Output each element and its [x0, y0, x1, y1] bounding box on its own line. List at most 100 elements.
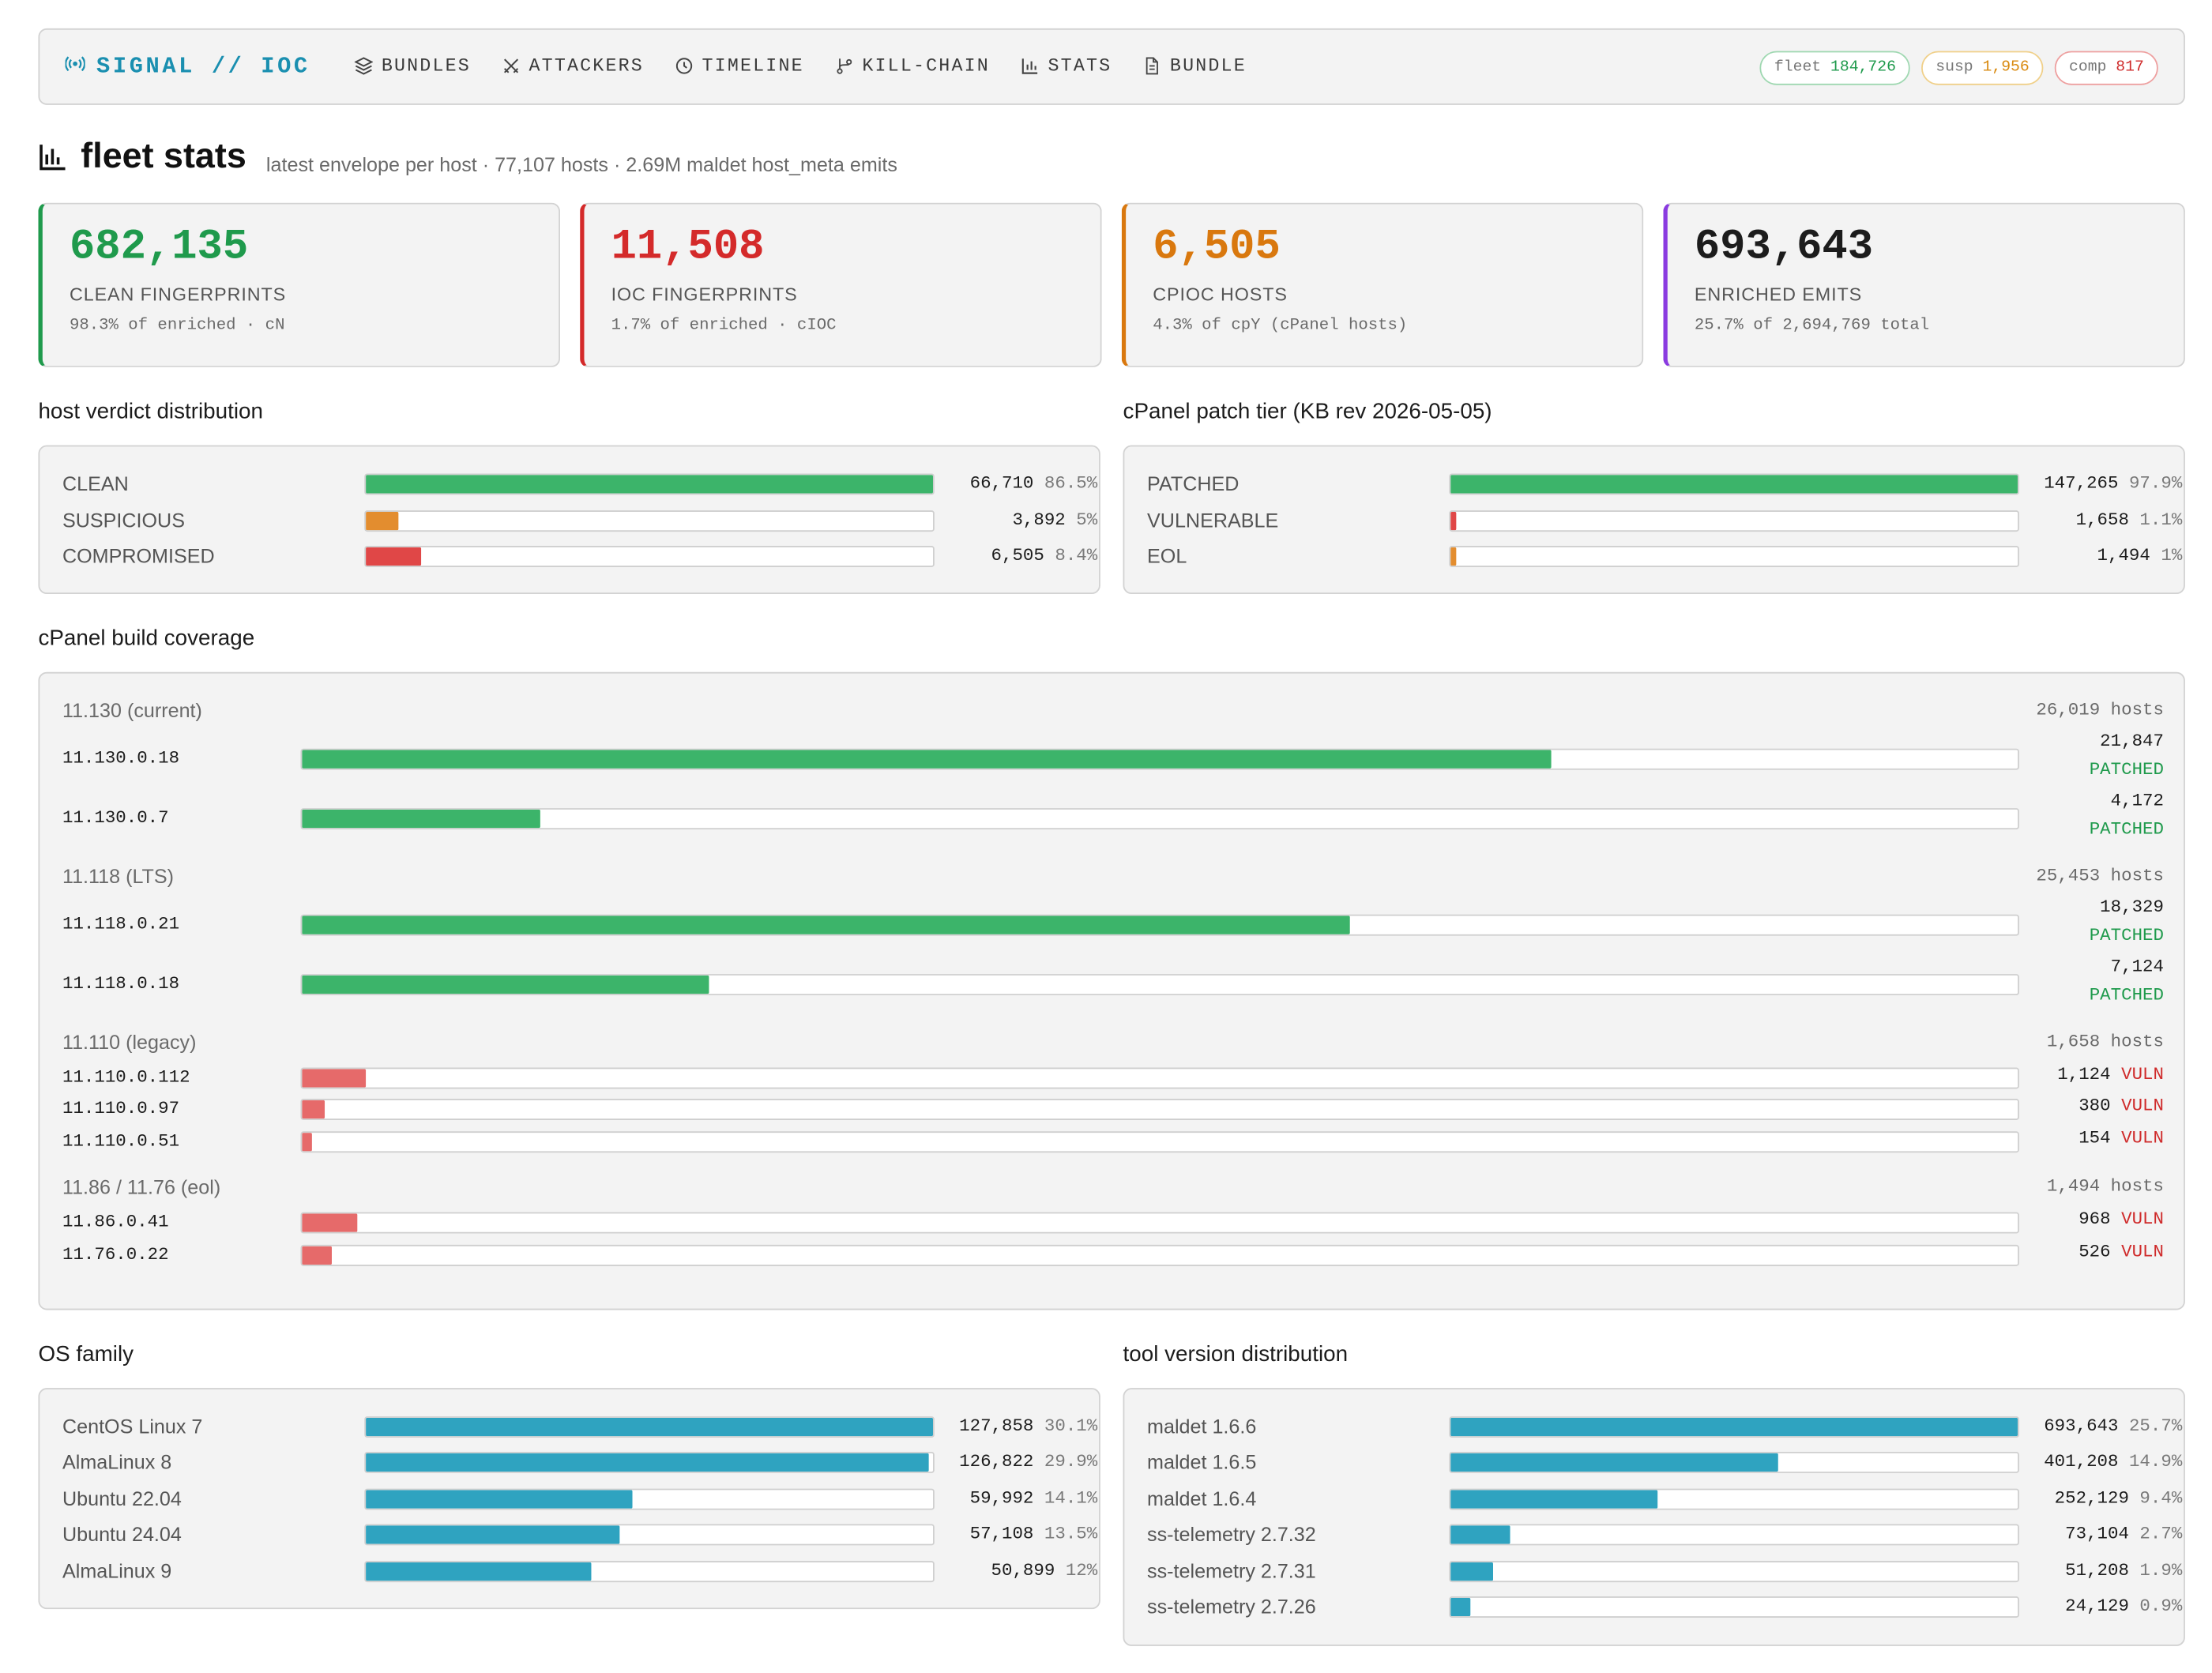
version-status: VULN	[2121, 1064, 2164, 1085]
version-hosts: 1,124	[2057, 1064, 2111, 1085]
bar-fill	[1450, 511, 1458, 531]
row-value: 126,822 29.9%	[959, 1452, 1097, 1472]
bar-fill	[366, 511, 399, 531]
bar-track	[1449, 473, 2019, 495]
susp-pill[interactable]: susp 1,956	[1921, 51, 2044, 85]
tools-panel: maldet 1.6.6 693,643 25.7% maldet 1.6.5 …	[1123, 1388, 2185, 1646]
build-version-row: 11.86.0.41 968 VULN	[62, 1208, 2164, 1236]
row-pct: 29.9%	[1044, 1451, 1098, 1472]
row-pct: 14.1%	[1044, 1488, 1098, 1509]
fleet-pill-value: 184,726	[1830, 59, 1896, 77]
row-pct: 86.5%	[1044, 473, 1098, 494]
kpi-ioc-fingerprints: 11,508 IOC FINGERPRINTS 1.7% of enriched…	[580, 202, 1102, 367]
bar-fill	[366, 475, 934, 494]
bar-track	[300, 1067, 2019, 1089]
version-name: 11.86.0.41	[62, 1212, 169, 1232]
bar-track	[1449, 1561, 2019, 1583]
row-count: 3,892	[1012, 510, 1066, 531]
row-value: 3,892 5%	[1012, 510, 1097, 530]
fleet-pill[interactable]: fleet 184,726	[1759, 51, 1910, 85]
kpi-value: 6,505	[1153, 224, 1281, 273]
row-value: 57,108 13.5%	[970, 1524, 1098, 1543]
verdict-row: CLEAN 66,710 86.5%	[62, 469, 1097, 498]
build-panel: 11.130 (current) 26,019 hosts 11.130.0.1…	[38, 671, 2185, 1310]
version-name: 11.118.0.21	[62, 914, 180, 934]
row-pct: 2.7%	[2139, 1524, 2183, 1544]
nav-bundle[interactable]: BUNDLE	[1143, 55, 1247, 77]
kpi-cpioc-hosts: 6,505 CPIOC HOSTS 4.3% of cpY (cPanel ho…	[1121, 202, 1644, 367]
version-name: 11.110.0.51	[62, 1131, 180, 1152]
bar-track	[300, 1131, 2019, 1153]
fleet-pill-label: fleet	[1774, 59, 1822, 77]
version-name: 11.110.0.97	[62, 1099, 180, 1119]
bar-track	[1449, 1596, 2019, 1618]
row-label: PATCHED	[1147, 472, 1240, 495]
version-name: 11.118.0.18	[62, 974, 180, 994]
build-version-row: 11.130.0.18 21,847 PATCHED	[62, 731, 2164, 780]
nav-stats[interactable]: STATS	[1021, 55, 1112, 77]
nav-attackers[interactable]: ATTACKERS	[502, 55, 644, 77]
comp-pill[interactable]: comp 817	[2055, 51, 2158, 85]
nav-timeline-label: TIMELINE	[702, 55, 804, 77]
build-version-row: 11.130.0.7 4,172 PATCHED	[62, 791, 2164, 840]
row-label: maldet 1.6.5	[1147, 1450, 1257, 1473]
kpi-note: 98.3% of enriched · cN	[69, 316, 285, 335]
row-pct: 30.1%	[1044, 1416, 1098, 1437]
susp-pill-value: 1,956	[1982, 59, 2030, 77]
build-version-row: 11.76.0.22 526 VULN	[62, 1241, 2164, 1269]
version-count: 380 VULN	[2078, 1092, 2164, 1120]
layers-icon	[354, 57, 374, 75]
build-group-name: 11.118 (LTS)	[62, 864, 175, 888]
row-pct: 0.9%	[2139, 1596, 2183, 1617]
brand[interactable]: SIGNAL // IOC	[65, 54, 310, 80]
nav-bundles[interactable]: BUNDLES	[354, 55, 471, 77]
bar-fill	[366, 547, 421, 566]
bar-track	[1449, 1488, 2019, 1510]
build-group-header: 11.86 / 11.76 (eol) 1,494 hosts	[62, 1175, 2164, 1201]
nav-bundles-label: BUNDLES	[381, 55, 471, 77]
row-value: 252,129 9.4%	[2055, 1489, 2183, 1509]
row-value: 1,494 1%	[2097, 546, 2183, 566]
row-value: 401,208 14.9%	[2044, 1452, 2182, 1472]
row-count: 50,899	[991, 1561, 1055, 1581]
bar-fill	[1450, 1490, 1657, 1509]
bar-track	[364, 1488, 935, 1510]
bar-track	[1449, 546, 2019, 567]
build-version-row: 11.118.0.18 7,124 PATCHED	[62, 957, 2164, 1006]
row-label: Ubuntu 22.04	[62, 1487, 182, 1510]
bar-fill	[302, 1133, 313, 1152]
row-count: 73,104	[2065, 1524, 2129, 1544]
page-header: fleet stats latest envelope per host · 7…	[38, 136, 897, 177]
build-group-name: 11.110 (legacy)	[62, 1030, 197, 1054]
tools-row: maldet 1.6.6 693,643 25.7%	[1147, 1412, 2182, 1441]
row-value: 66,710 86.5%	[970, 473, 1098, 493]
row-value: 693,643 25.7%	[2044, 1416, 2182, 1436]
version-name: 11.76.0.22	[62, 1244, 169, 1265]
build-group-hosts: 1,494 hosts	[2046, 1176, 2164, 1197]
os-heading: OS family	[38, 1342, 134, 1367]
nav-timeline[interactable]: TIMELINE	[675, 55, 803, 77]
bar-track	[364, 473, 935, 495]
build-group-hosts: 1,658 hosts	[2046, 1032, 2164, 1052]
bar-fill	[302, 1100, 325, 1119]
bar-track	[300, 1244, 2019, 1266]
version-hosts: 968	[2078, 1209, 2111, 1230]
bar-track	[300, 974, 2019, 995]
verdict-heading: host verdict distribution	[38, 400, 264, 424]
bar-fill	[1450, 1453, 1779, 1472]
row-count: 59,992	[969, 1488, 1034, 1509]
row-count: 147,265	[2044, 473, 2119, 494]
nav-kill-chain[interactable]: KILL-CHAIN	[835, 55, 990, 77]
row-label: maldet 1.6.4	[1147, 1487, 1257, 1510]
row-pct: 1.9%	[2139, 1561, 2183, 1581]
row-value: 73,104 2.7%	[2065, 1524, 2182, 1543]
susp-pill-label: susp	[1936, 59, 1973, 77]
tools-row: maldet 1.6.4 252,129 9.4%	[1147, 1484, 2182, 1513]
row-count: 66,710	[969, 473, 1034, 494]
row-label: VULNERABLE	[1147, 509, 1279, 532]
patch-panel: PATCHED 147,265 97.9% VULNERABLE 1,658 1…	[1123, 445, 2185, 595]
row-count: 51,208	[2065, 1561, 2129, 1581]
build-group-header: 11.110 (legacy) 1,658 hosts	[62, 1031, 2164, 1056]
document-icon	[1146, 57, 1159, 75]
nav-links: BUNDLES ATTACKERS TIMELINE KILL-CHAIN ST…	[354, 55, 1247, 77]
